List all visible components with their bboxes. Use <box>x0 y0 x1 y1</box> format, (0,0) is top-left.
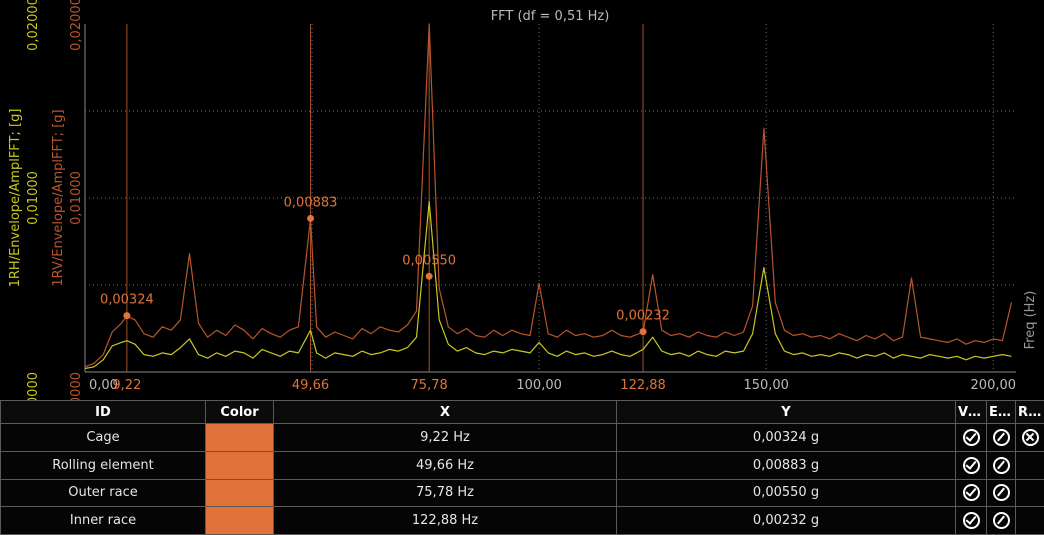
series-line-rh <box>84 200 1012 370</box>
cursor-point <box>123 312 131 320</box>
x-tick-label: 0,00 <box>89 378 118 393</box>
header-visible[interactable]: Vi... <box>955 400 987 424</box>
color-swatch[interactable] <box>205 506 274 535</box>
pencil-icon <box>992 512 1010 530</box>
color-swatch[interactable] <box>205 478 274 508</box>
header-y[interactable]: Y <box>616 400 956 424</box>
cursor-tick-label: 49,66 <box>292 378 329 393</box>
cursor-table: ID Color X Y Vi... Edit R... Cage 9,22 H… <box>0 400 1044 535</box>
y-axis-label-left: 1RH/Envelope/AmplFFT; [g] <box>8 109 23 288</box>
remove-cell <box>1015 506 1044 535</box>
pencil-icon <box>992 456 1010 474</box>
y-tick-label-left: 0,01000 <box>26 171 41 225</box>
check-circle-icon <box>962 484 980 502</box>
cursor-value-label: 0,00324 <box>100 293 154 308</box>
edit-button[interactable] <box>986 506 1016 535</box>
visible-toggle[interactable] <box>955 478 987 508</box>
cursor-value-label: 0,00232 <box>616 309 670 324</box>
cursor-layer <box>126 24 644 372</box>
cursor-point <box>639 328 647 336</box>
color-swatch[interactable] <box>205 423 274 452</box>
check-circle-icon <box>962 512 980 530</box>
pencil-icon <box>992 484 1010 502</box>
cursor-value-label: 0,00550 <box>402 253 456 268</box>
cursor-x-value: 75,78 Hz <box>273 478 617 508</box>
cursor-point <box>425 272 433 280</box>
cursor-tick-label: 122,88 <box>620 378 666 393</box>
cursor-id: Inner race <box>0 506 206 535</box>
cursor-x-value: 9,22 Hz <box>273 423 617 452</box>
table-row[interactable]: Rolling element 49,66 Hz 0,00883 g <box>0 450 1044 480</box>
cursor-y-value: 0,00550 g <box>616 478 956 508</box>
table-header-row: ID Color X Y Vi... Edit R... <box>0 400 1044 424</box>
y-axis-label-right: 1RV/Envelope/AmplFFT; [g] <box>51 109 66 286</box>
visible-toggle[interactable] <box>955 450 987 480</box>
cursor-point <box>307 214 315 222</box>
check-circle-icon <box>962 428 980 446</box>
edit-button[interactable] <box>986 450 1016 480</box>
chart-title: FFT (df = 0,51 Hz) <box>491 9 610 24</box>
marker-layer: 0,00324 0,00883 0,00550 0,00232 <box>100 195 670 336</box>
cursor-y-value: 0,00324 g <box>616 423 956 452</box>
cursor-tick-label: 75,78 <box>411 378 448 393</box>
axis-text-layer: FFT (df = 0,51 Hz) Freq (Hz) 1RH/Envelop… <box>8 0 1038 400</box>
close-circle-icon <box>1021 428 1039 446</box>
header-remove[interactable]: R... <box>1015 400 1044 424</box>
header-color[interactable]: Color <box>205 400 274 424</box>
y-tick-label-right: 0,02000 <box>69 0 84 51</box>
header-x[interactable]: X <box>273 400 617 424</box>
cursor-value-label: 0,00883 <box>284 195 338 210</box>
y-tick-label-right: 0,01000 <box>69 171 84 225</box>
cursor-id: Cage <box>0 423 206 452</box>
cursor-y-value: 0,00232 g <box>616 506 956 535</box>
grid-layer <box>84 24 1016 373</box>
check-circle-icon <box>962 456 980 474</box>
y-tick-label-left: 0,02000 <box>26 0 41 51</box>
x-tick-label: 200,00 <box>971 378 1017 393</box>
x-axis-label: Freq (Hz) <box>1023 291 1038 350</box>
cursor-x-value: 49,66 Hz <box>273 450 617 480</box>
cursor-id: Outer race <box>0 478 206 508</box>
edit-button[interactable] <box>986 423 1016 452</box>
header-edit[interactable]: Edit <box>986 400 1016 424</box>
x-tick-label: 150,00 <box>743 378 789 393</box>
header-id[interactable]: ID <box>0 400 206 424</box>
cursor-tick-label: 9,22 <box>112 378 141 393</box>
table-row[interactable]: Outer race 75,78 Hz 0,00550 g <box>0 478 1044 508</box>
color-swatch[interactable] <box>205 450 274 480</box>
edit-button[interactable] <box>986 478 1016 508</box>
fft-chart[interactable]: 0,00324 0,00883 0,00550 0,00232 FFT (df = 0… <box>0 0 1044 400</box>
y-tick-label-right: 0,00000 <box>69 372 84 400</box>
remove-cell <box>1015 450 1044 480</box>
visible-toggle[interactable] <box>955 506 987 535</box>
remove-button[interactable] <box>1015 423 1044 452</box>
cursor-id: Rolling element <box>0 450 206 480</box>
series-layer <box>84 23 1013 370</box>
series-line-rv <box>84 23 1013 368</box>
cursor-y-value: 0,00883 g <box>616 450 956 480</box>
remove-cell <box>1015 478 1044 508</box>
y-tick-label-left: 0,00000 <box>26 372 41 400</box>
table-row[interactable]: Cage 9,22 Hz 0,00324 g <box>0 423 1044 452</box>
x-tick-label: 100,00 <box>516 378 562 393</box>
visible-toggle[interactable] <box>955 423 987 452</box>
pencil-icon <box>992 428 1010 446</box>
table-row[interactable]: Inner race 122,88 Hz 0,00232 g <box>0 506 1044 535</box>
cursor-x-value: 122,88 Hz <box>273 506 617 535</box>
